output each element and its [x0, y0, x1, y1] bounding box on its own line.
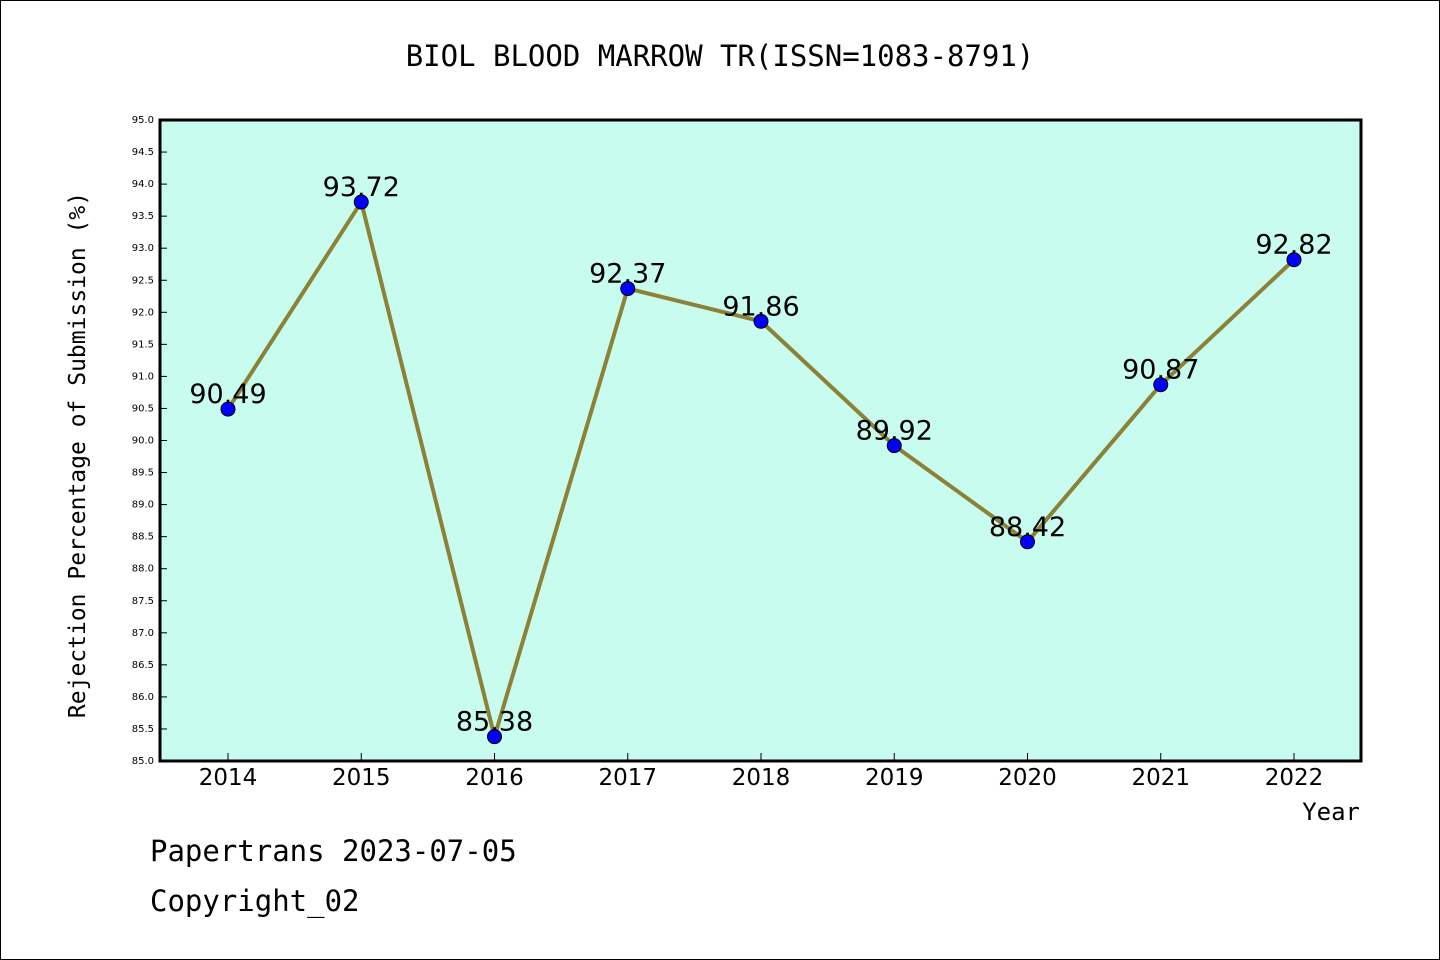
data-label: 90.87: [1122, 355, 1199, 386]
y-tick-label: 89.0: [132, 500, 154, 511]
data-label: 90.49: [189, 379, 266, 410]
data-label: 91.86: [722, 291, 799, 322]
y-tick-label: 85.5: [132, 724, 154, 735]
x-tick-label: 2016: [465, 765, 524, 791]
y-tick-label: 91.0: [132, 371, 154, 382]
x-tick-label: 2014: [199, 765, 258, 791]
data-point-marker: [1286, 252, 1302, 268]
y-tick-label: 93.5: [132, 211, 154, 222]
chart-title: BIOL BLOOD MARROW TR(ISSN=1083-8791): [406, 39, 1035, 73]
y-axis-label: Rejection Percentage of Submission (%): [65, 192, 91, 718]
y-tick-label: 90.0: [132, 436, 154, 447]
data-point-marker: [487, 729, 502, 745]
footer-source: Papertrans 2023-07-05: [150, 834, 517, 868]
data-label: 92.37: [589, 259, 666, 290]
data-point-marker: [1020, 534, 1035, 550]
y-tick-label: 93.0: [132, 243, 154, 254]
data-point-marker: [1153, 377, 1169, 393]
y-tick-label: 94.5: [132, 147, 154, 158]
data-labels: 90.49 93.72 85.38 92.37 91.86 89.92 88.42 90.87…: [189, 172, 1332, 738]
y-tick-label: 89.5: [132, 468, 154, 479]
y-tick-label: 86.5: [132, 660, 154, 671]
y-tick-label: 95.0: [132, 115, 154, 126]
x-axis: 2014 2015 2016 2017 2018 2019 2020 2021 2022: [199, 753, 1324, 791]
data-point-marker: [753, 313, 769, 329]
y-tick-label: 86.0: [132, 692, 154, 703]
y-tick-label: 92.0: [132, 307, 154, 318]
data-label: 93.72: [323, 172, 400, 203]
y-axis: 85.0 85.5 86.0 86.5 87.0 87.5 88.0 88.5 89.0 89.5…: [132, 115, 167, 767]
y-tick-label: 94.0: [132, 179, 154, 190]
footer-copyright: Copyright_02: [150, 884, 360, 918]
y-tick-label: 88.0: [132, 564, 154, 575]
data-point-marker: [886, 438, 902, 454]
y-tick-label: 88.5: [132, 532, 154, 543]
data-label: 88.42: [989, 512, 1066, 543]
data-label: 85.38: [456, 707, 533, 738]
x-axis-label: Year: [1302, 798, 1360, 826]
x-tick-label: 2022: [1265, 765, 1324, 791]
series-line-group: [220, 194, 1302, 745]
y-tick-label: 92.5: [132, 275, 154, 286]
x-tick-label: 2021: [1131, 765, 1190, 791]
data-point-marker: [353, 194, 369, 210]
data-point-marker: [220, 401, 236, 417]
data-label: 89.92: [856, 416, 933, 447]
data-label: 92.82: [1255, 230, 1332, 261]
y-tick-label: 87.0: [132, 628, 154, 639]
data-point-marker: [620, 281, 636, 297]
plot-area: [158, 118, 1363, 763]
y-tick-label: 85.0: [132, 756, 154, 767]
x-tick-label: 2017: [598, 765, 657, 791]
x-tick-label: 2020: [998, 765, 1057, 791]
x-tick-label: 2018: [732, 765, 791, 791]
x-tick-label: 2015: [332, 765, 391, 791]
y-tick-label: 87.5: [132, 596, 154, 607]
x-tick-label: 2019: [865, 765, 924, 791]
y-tick-label: 90.5: [132, 403, 154, 414]
y-tick-label: 91.5: [132, 339, 154, 350]
